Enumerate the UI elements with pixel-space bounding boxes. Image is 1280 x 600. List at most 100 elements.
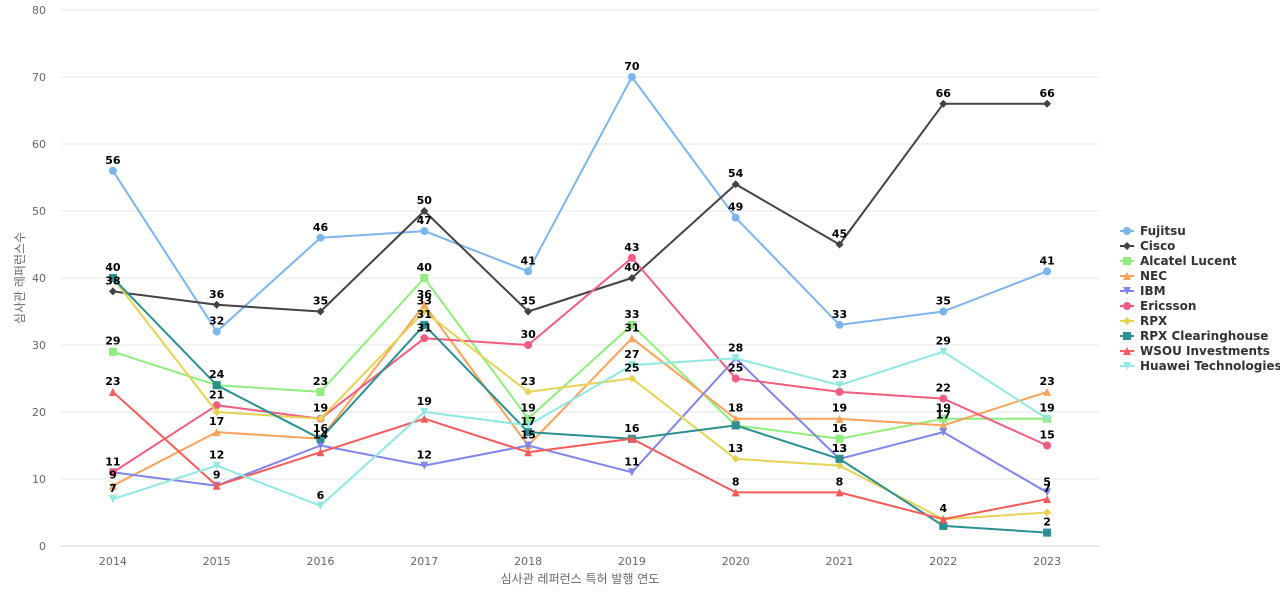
- series-alcatel-lucent: [108, 274, 1052, 443]
- data-point: [1043, 441, 1052, 450]
- legend-marker: [1123, 347, 1131, 355]
- data-label: 13: [832, 442, 847, 455]
- legend-item[interactable]: Alcatel Lucent: [1120, 254, 1237, 268]
- data-label: 47: [417, 214, 432, 227]
- y-tick-label: 60: [32, 138, 46, 151]
- data-label: 6: [317, 489, 325, 502]
- data-label: 19: [936, 402, 951, 415]
- data-label: 33: [417, 295, 432, 308]
- legend-label: WSOU Investments: [1140, 344, 1270, 358]
- x-axis-ticks: 2014 2015 2016 2017 2018 2019 2020 2021 2022 2023: [99, 555, 1061, 568]
- data-point: [420, 227, 429, 236]
- x-axis-title: 심사관 레퍼런스 특허 발행 연도: [501, 571, 660, 586]
- data-label: 17: [209, 415, 224, 428]
- data-label: 40: [624, 261, 640, 274]
- data-label: 17: [520, 415, 535, 428]
- legend-item[interactable]: Ericsson: [1120, 299, 1196, 313]
- data-point: [939, 521, 948, 530]
- data-point: [835, 320, 844, 329]
- data-label: 9: [109, 469, 117, 482]
- legend-item[interactable]: Cisco: [1120, 239, 1175, 253]
- y-tick-label: 80: [32, 4, 46, 17]
- series-wsou-investments: [108, 387, 1052, 524]
- legend-item[interactable]: NEC: [1120, 269, 1167, 283]
- legend-item[interactable]: RPX Clearinghouse: [1120, 329, 1268, 343]
- series-ericsson: [108, 253, 1052, 477]
- data-point: [420, 461, 429, 470]
- data-point: [524, 421, 533, 430]
- data-point: [108, 481, 117, 490]
- data-label: 7: [1043, 482, 1051, 495]
- x-tick-label: 2021: [826, 555, 854, 568]
- legend-label: IBM: [1140, 284, 1166, 298]
- y-tick-label: 30: [32, 339, 46, 352]
- data-label: 15: [520, 429, 535, 442]
- data-label: 11: [624, 455, 639, 468]
- data-label: 13: [832, 442, 847, 455]
- data-point: [524, 267, 533, 276]
- legend-marker: [1123, 257, 1131, 265]
- data-point: [731, 414, 740, 423]
- data-point: [627, 361, 636, 370]
- y-tick-label: 0: [39, 540, 46, 553]
- data-point: [627, 468, 636, 477]
- data-point: [524, 341, 533, 349]
- data-label: 50: [417, 194, 433, 207]
- data-point: [316, 448, 325, 457]
- series-fujitsu: [108, 73, 1052, 336]
- legend-label: RPX Clearinghouse: [1140, 329, 1268, 343]
- series-cisco: [108, 99, 1052, 316]
- data-label: 16: [832, 422, 848, 435]
- data-point: [108, 166, 117, 175]
- data-point: [524, 387, 533, 396]
- data-point: [835, 381, 844, 390]
- data-point: [108, 495, 117, 504]
- data-point: [420, 334, 429, 343]
- data-label: 36: [209, 288, 225, 301]
- y-tick-label: 10: [32, 473, 46, 486]
- series-line: [112, 303, 1048, 487]
- data-label: 31: [417, 321, 432, 334]
- data-point: [420, 414, 429, 423]
- data-point: [731, 354, 740, 363]
- data-point: [212, 481, 221, 490]
- legend-item[interactable]: RPX: [1120, 314, 1168, 328]
- data-label: 32: [209, 315, 224, 328]
- data-label: 41: [1039, 254, 1054, 267]
- series-rpx-clearinghouse: [108, 274, 1052, 537]
- data-point: [731, 454, 740, 463]
- data-point: [212, 408, 221, 416]
- data-point: [524, 441, 533, 450]
- data-point: [1043, 267, 1052, 276]
- data-point: [627, 274, 636, 282]
- data-label: 35: [520, 295, 535, 308]
- data-label: 29: [936, 335, 951, 348]
- data-label: 33: [832, 308, 847, 321]
- data-point: [420, 320, 429, 329]
- data-label: 25: [728, 362, 743, 375]
- data-point: [939, 421, 948, 430]
- legend-item[interactable]: IBM: [1120, 284, 1166, 298]
- data-label: 23: [313, 375, 328, 388]
- data-label: 43: [624, 241, 639, 254]
- data-point: [212, 461, 221, 470]
- legend-item[interactable]: WSOU Investments: [1120, 344, 1270, 358]
- legend-item[interactable]: Fujitsu: [1120, 224, 1186, 238]
- legend-item[interactable]: Huawei Technologies: [1120, 359, 1280, 373]
- data-point: [835, 434, 844, 443]
- data-point: [524, 448, 533, 457]
- data-point: [212, 381, 221, 390]
- data-label: 16: [624, 422, 640, 435]
- data-point: [627, 434, 636, 443]
- gridlines: [61, 9, 1099, 480]
- data-label: 31: [624, 321, 639, 334]
- legend-label: Ericsson: [1140, 299, 1196, 313]
- data-label: 15: [1039, 429, 1054, 442]
- legend-marker: [1123, 317, 1131, 325]
- data-label: 40: [417, 261, 433, 274]
- x-tick-label: 2015: [203, 555, 231, 568]
- data-point: [1043, 99, 1052, 108]
- data-label: 28: [728, 341, 743, 354]
- data-label: 23: [1039, 375, 1054, 388]
- data-point: [316, 501, 325, 510]
